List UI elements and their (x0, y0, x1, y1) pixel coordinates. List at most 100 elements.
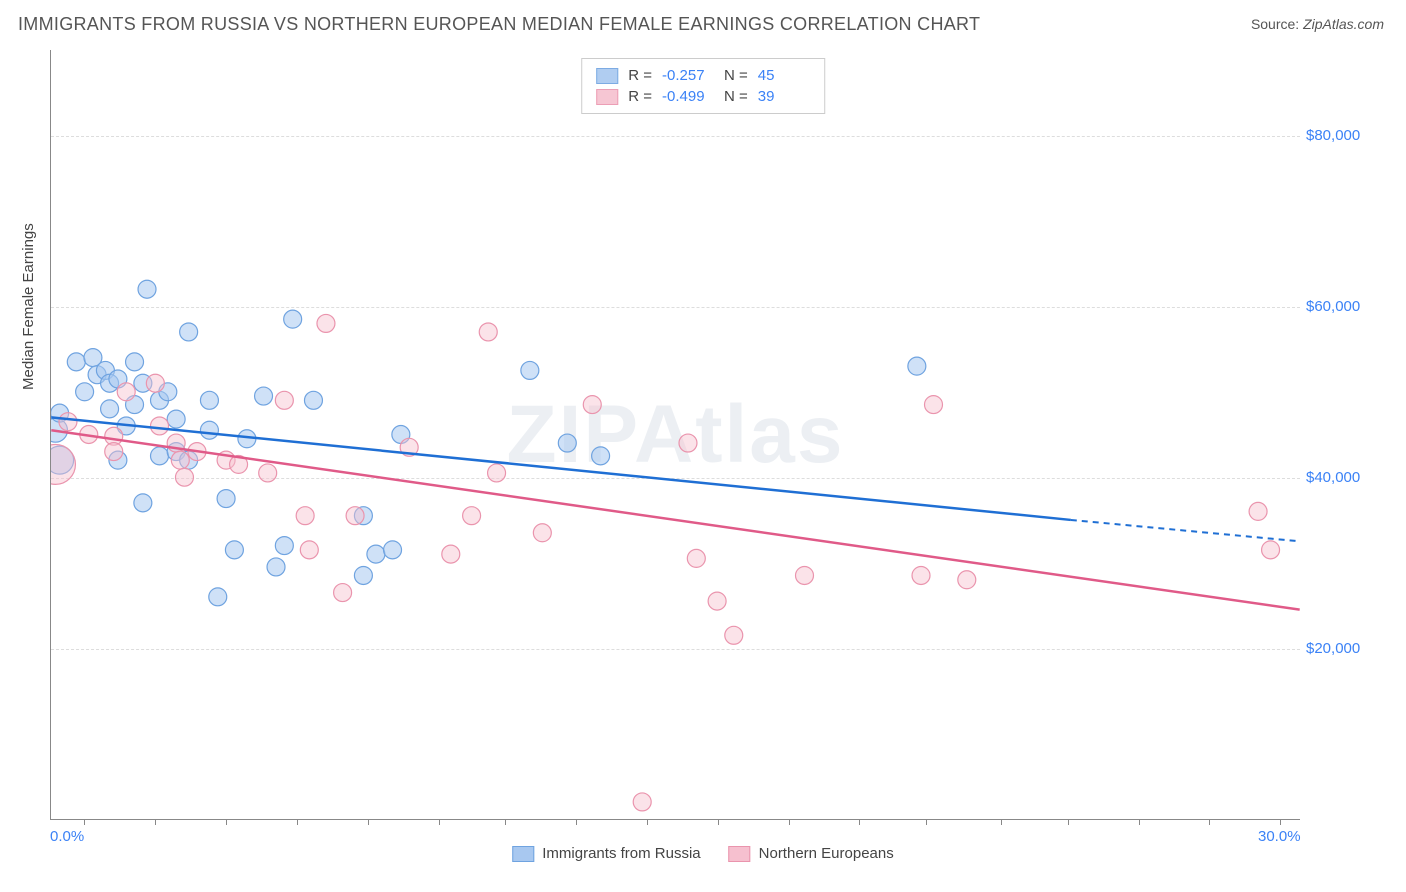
data-point-russia (908, 357, 926, 375)
x-tick (926, 819, 927, 825)
source-value: ZipAtlas.com (1303, 16, 1384, 32)
source-attribution: Source: ZipAtlas.com (1251, 16, 1384, 32)
y-tick-label: $60,000 (1306, 298, 1386, 315)
legend-swatch-northern-europe (729, 846, 751, 862)
regression-line-northern-europe (51, 430, 1299, 609)
chart-title: IMMIGRANTS FROM RUSSIA VS NORTHERN EUROP… (18, 14, 980, 35)
data-point-northern-europe (687, 549, 705, 567)
legend-item-northern-europe: Northern Europeans (729, 845, 894, 862)
data-point-northern-europe (1249, 502, 1267, 520)
x-tick (439, 819, 440, 825)
x-tick (1068, 819, 1069, 825)
data-point-northern-europe (488, 464, 506, 482)
x-tick (368, 819, 369, 825)
x-tick (505, 819, 506, 825)
data-point-northern-europe (633, 793, 651, 811)
r-label: R = (628, 67, 652, 84)
data-point-russia (76, 383, 94, 401)
x-tick-label: 30.0% (1258, 828, 1301, 845)
data-point-russia (521, 361, 539, 379)
data-point-russia (267, 558, 285, 576)
legend-bottom: Immigrants from Russia Northern Europeans (512, 845, 893, 862)
data-point-russia (255, 387, 273, 405)
data-point-russia (225, 541, 243, 559)
data-point-russia (180, 323, 198, 341)
legend-swatch-russia (512, 846, 534, 862)
r-value: -0.257 (662, 67, 714, 84)
data-point-russia (304, 391, 322, 409)
x-tick (1139, 819, 1140, 825)
legend-item-russia: Immigrants from Russia (512, 845, 700, 862)
data-point-northern-europe (334, 584, 352, 602)
x-tick (789, 819, 790, 825)
legend-swatch-northern-europe (596, 89, 618, 105)
data-point-russia (558, 434, 576, 452)
n-value: 39 (758, 88, 810, 105)
data-point-northern-europe (117, 383, 135, 401)
data-point-russia (275, 537, 293, 555)
data-point-northern-europe (275, 391, 293, 409)
legend-swatch-russia (596, 68, 618, 84)
data-point-northern-europe (679, 434, 697, 452)
data-point-russia (592, 447, 610, 465)
data-point-russia (200, 391, 218, 409)
x-tick (1001, 819, 1002, 825)
data-point-northern-europe (171, 451, 189, 469)
x-tick-label: 0.0% (50, 828, 84, 845)
data-point-northern-europe (442, 545, 460, 563)
data-point-northern-europe (296, 507, 314, 525)
data-point-northern-europe (146, 374, 164, 392)
data-point-russia (367, 545, 385, 563)
data-point-northern-europe (259, 464, 277, 482)
data-point-russia (67, 353, 85, 371)
data-point-northern-europe (151, 417, 169, 435)
data-point-northern-europe (175, 468, 193, 486)
legend-stat-row-russia: R = -0.257 N = 45 (596, 65, 810, 86)
data-point-northern-europe (583, 396, 601, 414)
data-point-northern-europe (925, 396, 943, 414)
data-point-russia (134, 494, 152, 512)
legend-label: Northern Europeans (759, 845, 894, 862)
data-point-northern-europe (317, 314, 335, 332)
legend-stat-row-northern-europe: R = -0.499 N = 39 (596, 86, 810, 107)
x-tick (297, 819, 298, 825)
data-point-russia (200, 421, 218, 439)
r-label: R = (628, 88, 652, 105)
r-value: -0.499 (662, 88, 714, 105)
x-tick (718, 819, 719, 825)
data-point-russia (384, 541, 402, 559)
data-point-russia (284, 310, 302, 328)
source-label: Source: (1251, 16, 1299, 32)
x-tick (1280, 819, 1281, 825)
x-tick (226, 819, 227, 825)
x-tick (647, 819, 648, 825)
data-point-russia (354, 566, 372, 584)
data-point-northern-europe (912, 566, 930, 584)
x-tick (155, 819, 156, 825)
data-point-northern-europe (796, 566, 814, 584)
legend-stats-box: R = -0.257 N = 45 R = -0.499 N = 39 (581, 58, 825, 114)
data-point-russia (167, 410, 185, 428)
data-point-northern-europe (346, 507, 364, 525)
data-point-northern-europe (479, 323, 497, 341)
data-point-northern-europe (725, 626, 743, 644)
y-tick-label: $20,000 (1306, 640, 1386, 657)
n-label: N = (724, 88, 748, 105)
chart-plot-area: ZIPAtlas $20,000$40,000$60,000$80,000 (50, 50, 1300, 820)
data-point-russia (209, 588, 227, 606)
data-point-northern-europe (533, 524, 551, 542)
regression-line-dashed-russia (1071, 520, 1300, 541)
n-value: 45 (758, 67, 810, 84)
y-tick-label: $80,000 (1306, 127, 1386, 144)
data-point-northern-europe (958, 571, 976, 589)
data-point-russia (101, 400, 119, 418)
x-tick (1209, 819, 1210, 825)
data-point-russia (217, 490, 235, 508)
x-tick (84, 819, 85, 825)
data-point-northern-europe (300, 541, 318, 559)
y-tick-label: $40,000 (1306, 469, 1386, 486)
x-tick (576, 819, 577, 825)
n-label: N = (724, 67, 748, 84)
data-point-northern-europe (51, 444, 75, 484)
data-point-northern-europe (59, 413, 77, 431)
